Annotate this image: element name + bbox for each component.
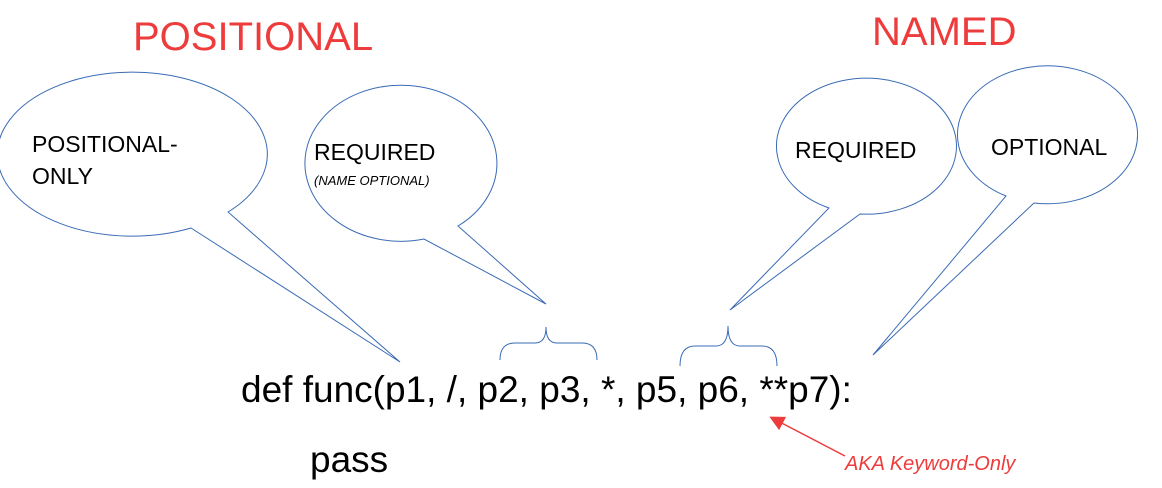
required-positional-bubble: REQUIRED (NAME OPTIONAL) — [304, 84, 547, 305]
brace-p5-p6 — [679, 325, 778, 367]
keyword-only-arrow — [769, 416, 846, 457]
keyword-only-label: AKA Keyword-Only — [844, 453, 1016, 475]
function-body: pass — [310, 439, 388, 480]
optional-named-label: OPTIONAL — [991, 134, 1108, 160]
positional-heading: POSITIONAL — [133, 15, 373, 59]
required-positional-note: (NAME OPTIONAL) — [314, 173, 430, 188]
positional-only-label-line1: POSITIONAL- — [32, 131, 178, 157]
required-named-label: REQUIRED — [795, 137, 916, 163]
required-positional-label: REQUIRED — [314, 139, 435, 165]
optional-named-bubble: OPTIONAL — [872, 65, 1138, 356]
required-named-bubble: REQUIRED — [729, 77, 957, 311]
positional-only-label-line2: ONLY — [32, 163, 93, 189]
function-signature: def func(p1, /, p2, p3, *, p5, p6, **p7)… — [241, 369, 852, 410]
brace-p2-p3 — [499, 326, 598, 361]
named-heading: NAMED — [872, 10, 1016, 54]
positional-only-bubble: POSITIONAL- ONLY — [0, 71, 401, 363]
